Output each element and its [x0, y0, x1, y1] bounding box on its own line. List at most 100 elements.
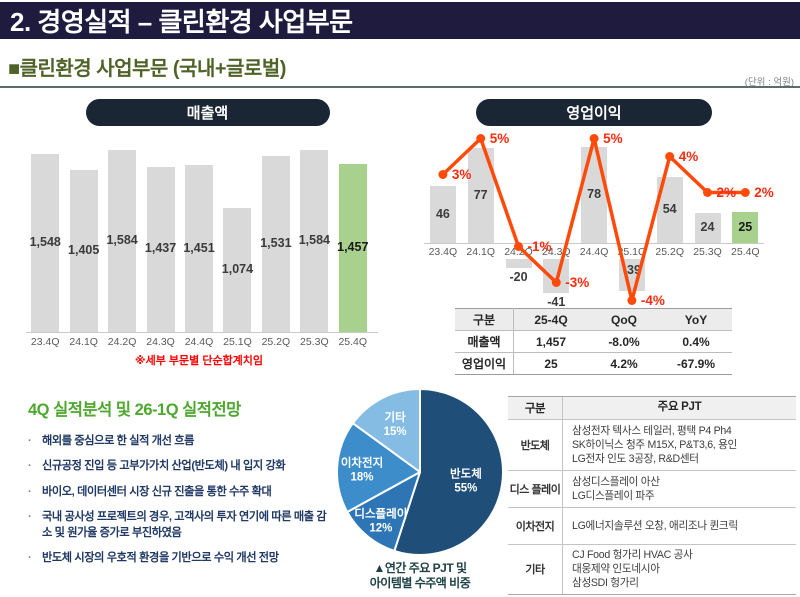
bar	[69, 170, 98, 332]
bar-value-label: -39	[622, 263, 641, 277]
category-label: 25.2Q	[261, 336, 291, 348]
section-title: ■클린환경 사업부문 (국내+글로벌)	[8, 58, 286, 80]
pct-label: 5%	[603, 130, 623, 146]
analysis-heading: 4Q 실적분석 및 26-1Q 실적전망	[28, 401, 241, 419]
pct-label: -3%	[565, 274, 590, 290]
bullet-text: 바이오, 데이터센터 시장 신규 진출을 통한 수주 확대	[42, 485, 272, 498]
pjt-project-line: LG에너지솔루션 오창, 애리조나 퀸크릭	[572, 519, 738, 532]
pie-slice-0	[393, 388, 504, 556]
pjt-projects: CJ Food 헝가리 HVAC 공사 대웅제약 인도네시아 삼성SDI 헝가리	[563, 545, 796, 594]
pjt-project-line: 삼성SDI 헝가리	[572, 577, 639, 590]
title-bar: 2. 경영실적 – 클린환경 사업부문	[0, 2, 800, 39]
operating-profit-chart-title: 영업이익	[476, 99, 712, 126]
category-label: 25.1Q	[617, 246, 647, 258]
bullet-dot: ·	[28, 485, 32, 498]
operating-profit-combo-chart: 23.4Q 46 24.1Q 77 24.2Q -20 24.3Q -41 24.4Q 78 25.…	[424, 96, 796, 311]
analysis-section: 4Q 실적분석 및 26-1Q 실적전망 · 해외를 중심으로 한 실적 개선 흐…	[28, 396, 336, 577]
bar-value-label: 1,405	[68, 243, 100, 258]
bar	[146, 166, 175, 332]
bullet-item: · 국내 공사성 프로젝트의 경우, 고객사의 투자 연기에 따른 매출 감소 및…	[28, 510, 336, 541]
line-marker	[589, 134, 599, 143]
table-row: 영업이익 25 4.2% -67.9%	[455, 352, 732, 375]
bar-value-label: 25	[738, 219, 753, 234]
table-cell: 0.4%	[660, 330, 732, 353]
bullet-item: · 해외를 중심으로 한 실적 개선 흐름	[28, 434, 336, 449]
category-label: 25.2Q	[655, 246, 684, 258]
pjt-category: 기타	[508, 545, 563, 594]
bar-value-label: 1,584	[106, 232, 138, 247]
pjt-project-line: LG디스플레이 파주	[572, 490, 655, 502]
table-header-cell: YoY	[660, 308, 732, 331]
line-marker	[703, 188, 712, 197]
table-cell: 영업이익	[455, 352, 514, 375]
unit-label: (단위 : 억원)	[744, 77, 794, 88]
pjt-project-line: 삼성디스플레이 아산	[572, 475, 660, 488]
pjt-row: 이차전지 LG에너지솔루션 오창, 애리조나 퀸크릭	[508, 508, 796, 545]
bullet-dot: ·	[28, 460, 32, 473]
bullet-dot: ·	[28, 511, 32, 524]
pjt-category: 이차전지	[508, 508, 563, 544]
category-label: 25.3Q	[693, 246, 722, 258]
category-label: 24.4Q	[184, 336, 214, 348]
pct-label: -1%	[527, 238, 552, 254]
bar-value-label: -20	[509, 269, 528, 284]
table-cell: -67.9%	[660, 352, 732, 375]
divider-rule	[0, 86, 800, 88]
bar-value-label: 1,457	[337, 240, 369, 255]
bar-value-label: 46	[435, 206, 450, 221]
revenue-footnote: ※세부 부문별 단순합계치임	[134, 355, 264, 367]
pjt-projects: LG에너지솔루션 오창, 애리조나 퀸크릭	[563, 508, 796, 544]
pjt-project-line: SK하이닉스 청주 M15X, P&T3,6, 용인	[572, 438, 737, 451]
table-cell: -8.0%	[588, 330, 660, 353]
bar-value-label: 77	[473, 187, 488, 202]
table-row: 매출액 1,457 -8.0% 0.4%	[455, 330, 732, 353]
bullet-item: · 신규공정 진입 등 고부가가치 산업(반도체) 내 입지 강화	[28, 459, 336, 474]
bullet-item: · 바이오, 데이터센터 시장 신규 진출을 통한 수주 확대	[28, 485, 336, 500]
bullet-text: 반도체 시장의 우호적 환경을 기반으로 수익 개선 전망	[42, 552, 279, 565]
bar	[300, 149, 329, 332]
category-label: 24.3Q	[146, 336, 175, 348]
bar-value-label: 1,437	[144, 241, 177, 256]
x-axis-line	[26, 332, 378, 333]
table-cell: 4.2%	[588, 352, 660, 375]
category-label: 25.3Q	[300, 336, 329, 348]
bar	[185, 165, 213, 332]
revenue-chart-title: 매출액	[85, 99, 330, 126]
bar	[31, 153, 60, 332]
major-project-table: 구분 주요 PJT 반도체 삼성전자 텍사스 테일러, 평택 P4 Ph4 SK하이닉스…	[508, 396, 796, 595]
pie-slice-2	[336, 422, 421, 513]
order-mix-pie-section: 반도체 55% 디스플레이 12% 이차전지 18% 기타 15%	[334, 386, 506, 558]
bullet-item: · 반도체 시장의 우호적 환경을 기반으로 수익 개선 전망	[28, 551, 336, 566]
pjt-header-category: 구분	[508, 397, 563, 419]
pct-label: 3%	[451, 166, 472, 182]
bullet-dot: ·	[28, 435, 32, 447]
pjt-projects: 삼성디스플레이 아산 LG디스플레이 파주	[563, 471, 796, 507]
bar-value-label: 1,074	[221, 262, 254, 277]
pjt-row: 반도체 삼성전자 텍사스 테일러, 평택 P4 Ph4 SK하이닉스 청주 M15X…	[508, 420, 796, 471]
table-header-cell: QoQ	[588, 308, 660, 331]
pie-slice-pct: 55%	[454, 482, 477, 494]
category-label: 23.4Q	[428, 246, 458, 258]
pie-slice-3	[351, 388, 421, 473]
category-label: 25.1Q	[223, 336, 252, 348]
bar-value-label: -41	[547, 295, 566, 310]
pie-slice-label: 이차전지	[341, 455, 383, 469]
page-title: 2. 경영실적 – 클린환경 사업부문	[10, 7, 353, 37]
pjt-project-line: 삼성전자 텍사스 테일러, 평택 P4 Ph4	[572, 424, 732, 437]
pie-caption-line1: ▲연간 주요 PJT 및	[373, 561, 467, 575]
pjt-row: 디스 플레이 삼성디스플레이 아산 LG디스플레이 파주	[508, 471, 796, 508]
revenue-chart-section: 매출액 1,548 23.4Q 1,405 24.1Q 1,584 24.2Q 1,437 2…	[20, 96, 395, 374]
pjt-header-row: 구분 주요 PJT	[508, 397, 796, 420]
category-label: 24.2Q	[107, 336, 137, 348]
pjt-category: 반도체	[508, 420, 563, 470]
bullet-text: 해외를 중심으로 한 실적 개선 흐름	[42, 435, 195, 447]
pjt-header-projects: 주요 PJT	[563, 397, 796, 419]
pie-caption-line2: 아이템별 수주액 비중	[369, 576, 471, 590]
table-cell: 매출액	[455, 330, 514, 353]
order-mix-pie-chart: 반도체 55% 디스플레이 12% 이차전지 18% 기타 15%	[336, 388, 504, 556]
pie-slice-pct: 12%	[369, 522, 392, 534]
quarter-summary-table: 구분 25-4Q QoQ YoY 매출액 1,457 -8.0% 0.4% 영업이익 25 4.2%…	[455, 308, 732, 375]
bullet-dot: ·	[28, 552, 32, 565]
table-header-cell: 25-4Q	[513, 308, 588, 331]
